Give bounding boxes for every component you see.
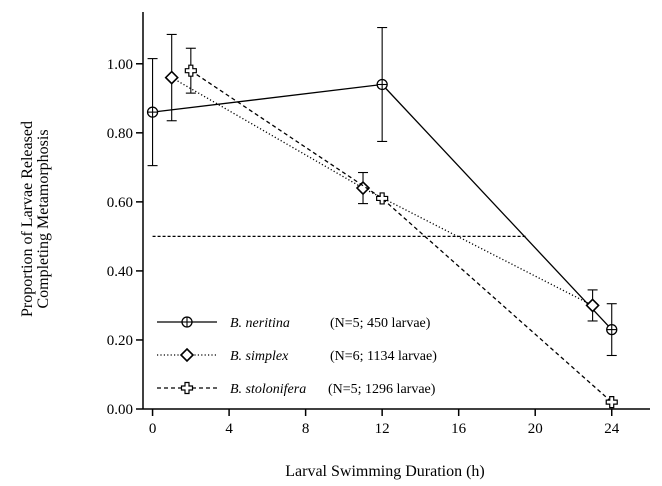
- legend-label-b-stolonifera: B. stolonifera: [230, 382, 306, 397]
- cross-marker-shape: [180, 381, 194, 395]
- y-tick-label: 0.40: [107, 264, 133, 280]
- legend-label-b-simplex: B. simplex: [230, 349, 289, 364]
- x-axis-title: Larval Swimming Duration (h): [285, 463, 485, 480]
- cross-marker-shape: [605, 395, 618, 409]
- legend: B. neritina (N=5; 450 larvae) B. simplex (N…: [157, 316, 437, 397]
- y-tick-label: 0.80: [107, 126, 133, 142]
- diamond-marker-shape: [179, 347, 195, 363]
- x-tick-label: 8: [302, 421, 310, 437]
- axes: 0 4 8 12 16 20 24 0.00 0.20 0.40 0.60 0.80 1.00: [107, 12, 650, 437]
- data-point-b-stolonifera: [605, 395, 618, 409]
- plot-area: [146, 26, 618, 409]
- x-tick-label: 16: [451, 421, 467, 437]
- data-point-b-stolonifera: [184, 64, 197, 77]
- diamond-marker-shape: [164, 70, 179, 85]
- x-tick-label: 24: [604, 421, 620, 437]
- y-tick-label: 1.00: [107, 57, 133, 73]
- legend-marker-b-simplex: [179, 347, 195, 363]
- series-line-b-stolonifera: [190, 70, 613, 403]
- legend-count-b-simplex: (N=6; 1134 larvae): [330, 349, 437, 364]
- y-tick-label: 0.20: [107, 333, 133, 349]
- x-tick-label: 12: [375, 421, 390, 437]
- data-point-b-neritina: [606, 323, 618, 336]
- cross-marker-shape: [184, 64, 197, 77]
- cross-marker-shape: [376, 192, 389, 205]
- data-point-b-neritina: [146, 106, 159, 118]
- legend-label-b-neritina: B. neritina: [230, 316, 290, 331]
- legend-count-b-neritina: (N=5; 450 larvae): [330, 316, 431, 331]
- y-tick-label: 0.00: [107, 402, 133, 418]
- y-tick-label: 0.60: [107, 195, 133, 211]
- data-point-b-neritina: [376, 78, 388, 91]
- legend-marker-b-stolonifera: [180, 381, 194, 395]
- data-point-b-simplex: [585, 298, 600, 313]
- data-point-b-simplex: [355, 180, 371, 196]
- legend-count-b-stolonifera: (N=5; 1296 larvae): [328, 382, 436, 397]
- y-axis-title-line-2: Completing Metamorphosis: [35, 129, 52, 308]
- legend-marker-b-neritina: [181, 316, 193, 328]
- x-tick-label: 4: [225, 421, 233, 437]
- data-point-b-stolonifera: [376, 192, 389, 205]
- diamond-marker-shape: [585, 298, 600, 313]
- y-axis-title-line-1: Proportion of Larvae Released: [19, 121, 36, 317]
- data-point-b-simplex: [164, 70, 179, 85]
- diamond-marker-shape: [355, 180, 371, 196]
- x-tick-label: 0: [149, 421, 157, 437]
- x-tick-label: 20: [528, 421, 543, 437]
